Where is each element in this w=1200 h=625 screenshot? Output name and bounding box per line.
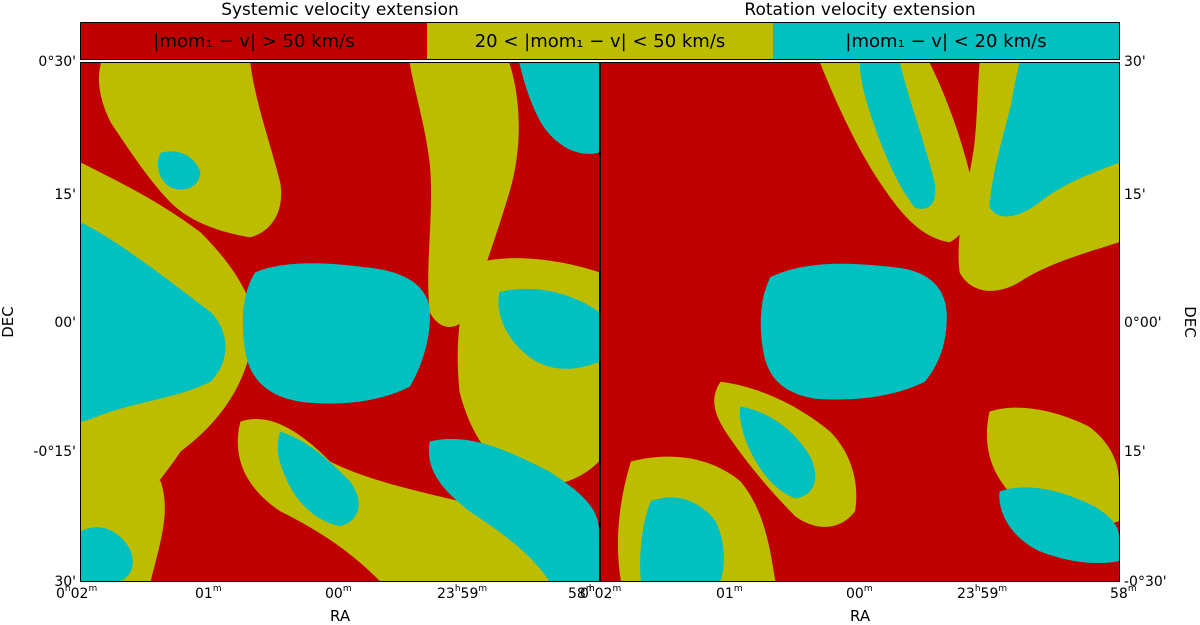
- left-velocity-map: [81, 63, 599, 581]
- right-x-tick-0: 0h02m: [580, 584, 622, 602]
- left-olive-region-northeast: [409, 63, 519, 327]
- right-panel-title: Rotation velocity extension: [744, 0, 976, 20]
- left-y-tick-4: 30': [54, 574, 76, 590]
- left-x-tick-2: 00m: [325, 584, 352, 602]
- color-legend: |mom₁ − v| > 50 km/s 20 < |mom₁ − v| < 5…: [80, 22, 1120, 60]
- right-x-tick-4: 58m: [1110, 584, 1137, 602]
- right-y-axis-label: DEC: [1180, 306, 1199, 338]
- left-y-axis-label: DEC: [0, 306, 17, 338]
- right-x-tick-3: 23h59m: [957, 584, 1008, 602]
- left-y-tick-1: 15': [54, 187, 76, 203]
- left-x-tick-0: 0h02m: [56, 584, 98, 602]
- right-cyan-region-core: [760, 263, 947, 400]
- left-y-tick-0: 0°30': [38, 54, 76, 70]
- left-cyan-region-north: [157, 151, 201, 190]
- right-x-tick-2: 00m: [846, 584, 873, 602]
- right-y-tick-2: 0°00': [1124, 315, 1162, 331]
- right-x-tick-1: 01m: [716, 584, 743, 602]
- left-olive-region-south: [237, 419, 599, 581]
- right-velocity-map: [601, 63, 1119, 581]
- right-y-tick-0: 30': [1124, 54, 1146, 70]
- left-cyan-region-east: [498, 288, 599, 369]
- right-map-panel: [600, 62, 1120, 582]
- right-x-axis-label: RA: [850, 607, 871, 625]
- left-cyan-region-southwest: [81, 527, 133, 581]
- left-y-tick-3: -0°15': [33, 444, 76, 460]
- left-cyan-region-core: [242, 263, 430, 404]
- right-cyan-region-northeast: [989, 63, 1119, 217]
- right-cyan-region-north: [860, 63, 936, 209]
- right-cyan-region-southwest: [640, 497, 724, 581]
- left-x-axis-label: RA: [330, 607, 351, 625]
- left-y-tick-2: 00': [54, 315, 76, 331]
- left-cyan-region-south: [277, 431, 359, 527]
- legend-item-high: |mom₁ − v| > 50 km/s: [81, 23, 427, 59]
- left-x-tick-4: 58m: [568, 584, 595, 602]
- left-x-tick-1: 01m: [195, 584, 222, 602]
- legend-label-low: |mom₁ − v| < 20 km/s: [845, 30, 1047, 52]
- legend-label-mid: 20 < |mom₁ − v| < 50 km/s: [474, 30, 726, 52]
- left-cyan-region-west: [81, 222, 226, 422]
- right-cyan-region-south: [739, 406, 816, 499]
- left-map-panel: [80, 62, 600, 582]
- legend-item-low: |mom₁ − v| < 20 km/s: [773, 23, 1119, 59]
- left-panel-title: Systemic velocity extension: [221, 0, 459, 20]
- left-x-tick-3: 23h59m: [437, 584, 488, 602]
- left-cyan-region-northeast: [519, 63, 599, 154]
- right-y-tick-3: 15': [1124, 444, 1146, 460]
- right-cyan-region-southeast: [999, 487, 1119, 564]
- right-y-tick-1: 15': [1124, 187, 1146, 203]
- legend-item-mid: 20 < |mom₁ − v| < 50 km/s: [427, 23, 773, 59]
- left-olive-region-north: [98, 63, 282, 238]
- left-cyan-region-southeast: [428, 438, 599, 581]
- legend-label-high: |mom₁ − v| > 50 km/s: [153, 30, 355, 52]
- right-y-tick-4: -0°30': [1124, 574, 1167, 590]
